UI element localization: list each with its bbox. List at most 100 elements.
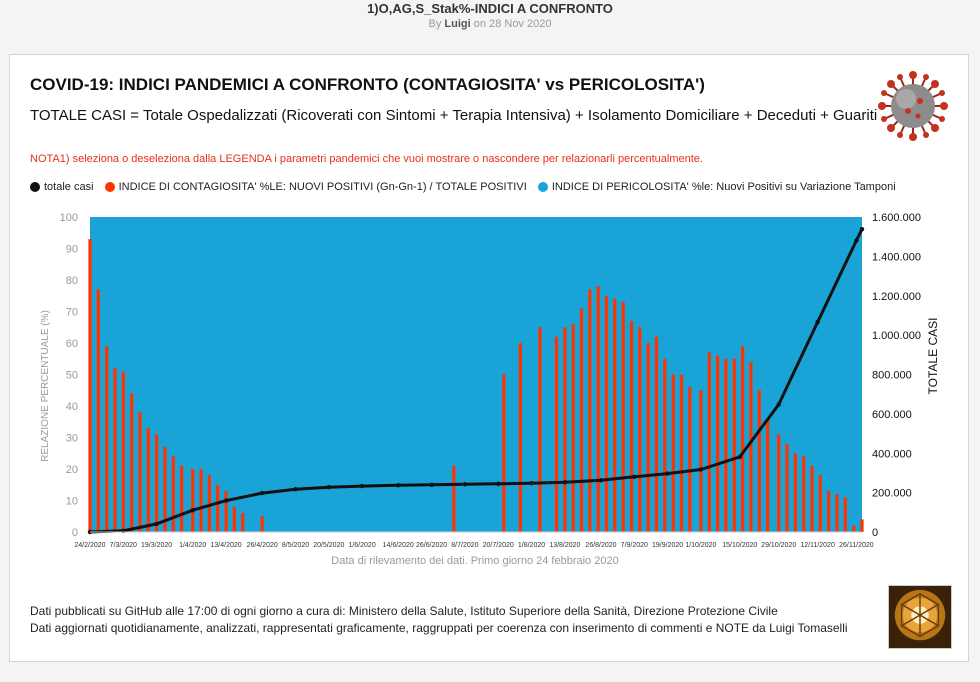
contagiosita-bar[interactable] — [563, 327, 567, 533]
contagiosita-bar[interactable] — [199, 469, 203, 532]
contagiosita-bar[interactable] — [88, 239, 92, 532]
contagiosita-bar[interactable] — [518, 343, 522, 532]
contagiosita-bar[interactable] — [852, 525, 856, 532]
contagiosita-bar[interactable] — [260, 516, 264, 533]
contagiosita-bar[interactable] — [654, 336, 659, 532]
legend-item-pericolosita[interactable]: INDICE DI PERICOLOSITA' %le: Nuovi Posit… — [537, 181, 896, 193]
contagiosita-bar[interactable] — [663, 358, 667, 533]
contagiosita-bar[interactable] — [241, 513, 245, 532]
x-tick-label: 26/8/2020 — [585, 542, 616, 549]
y2-tick-label: 600.000 — [872, 409, 912, 421]
contagiosita-bar[interactable] — [216, 484, 220, 533]
totale-casi-point[interactable] — [326, 485, 331, 490]
contagiosita-bar[interactable] — [155, 434, 159, 532]
y-tick-label: 70 — [66, 307, 78, 319]
totale-casi-point[interactable] — [815, 319, 820, 325]
contagiosita-bar[interactable] — [679, 374, 684, 533]
totale-casi-point[interactable] — [359, 483, 365, 489]
contagiosita-bar[interactable] — [138, 412, 142, 532]
totale-casi-point[interactable] — [462, 482, 468, 487]
contagiosita-bar[interactable] — [596, 286, 600, 532]
x-axis-label: Data di rilevamento dei dati. Primo gior… — [331, 555, 618, 567]
contagiosita-bar[interactable] — [588, 289, 592, 532]
contagiosita-bar[interactable] — [749, 361, 753, 532]
totale-casi-point[interactable] — [859, 227, 865, 232]
contagiosita-bar[interactable] — [163, 446, 167, 532]
contagiosita-bar[interactable] — [707, 352, 711, 533]
contagiosita-bar[interactable] — [180, 465, 184, 532]
totale-casi-point[interactable] — [632, 474, 637, 479]
contagiosita-bar[interactable] — [621, 302, 625, 532]
totale-casi-point[interactable] — [665, 471, 670, 476]
contagiosita-bar[interactable] — [671, 374, 675, 533]
contagiosita-bar[interactable] — [777, 434, 781, 532]
contagiosita-bar[interactable] — [827, 491, 831, 532]
contagiosita-bar[interactable] — [554, 336, 559, 532]
totale-casi-point[interactable] — [529, 481, 534, 486]
contagiosita-bar[interactable] — [716, 355, 720, 532]
contagiosita-bar[interactable] — [732, 358, 736, 533]
chart-note: NOTA1) seleziona o deseleziona dalla LEG… — [30, 153, 703, 165]
contagiosita-bar[interactable] — [638, 327, 642, 533]
contagiosita-bar[interactable] — [146, 428, 150, 532]
totale-casi-point[interactable] — [429, 482, 434, 487]
legend-item-totale[interactable]: totale casi — [30, 181, 94, 193]
contagiosita-bar[interactable] — [224, 491, 228, 532]
contagiosita-bar[interactable] — [538, 327, 542, 533]
contagiosita-bar[interactable] — [741, 346, 745, 532]
contagiosita-bar[interactable] — [121, 371, 125, 532]
y2-tick-label: 1.400.000 — [872, 251, 921, 263]
y-tick-label: 30 — [66, 433, 78, 445]
y2-tick-label: 400.000 — [872, 448, 912, 460]
contagiosita-bar[interactable] — [757, 390, 761, 533]
legend-label-totale: totale casi — [44, 181, 94, 193]
contagiosita-bar[interactable] — [96, 289, 100, 532]
totale-casi-point[interactable] — [698, 467, 704, 472]
totale-casi-point[interactable] — [396, 483, 401, 488]
contagiosita-bar[interactable] — [785, 443, 789, 532]
contagiosita-bar[interactable] — [232, 506, 236, 532]
contagiosita-bar[interactable] — [452, 465, 456, 532]
contagiosita-bar[interactable] — [802, 456, 806, 532]
contagiosita-bar[interactable] — [502, 374, 506, 533]
totale-casi-point[interactable] — [154, 521, 159, 527]
contagiosita-bar[interactable] — [835, 494, 839, 532]
contagiosita-bar[interactable] — [171, 456, 175, 532]
contagiosita-bar[interactable] — [105, 346, 109, 532]
contagiosita-bar[interactable] — [613, 298, 617, 532]
contagiosita-bar[interactable] — [571, 324, 575, 532]
contagiosita-bar[interactable] — [860, 519, 864, 532]
post-date: 28 Nov 2020 — [489, 18, 552, 30]
y2-tick-label: 1.200.000 — [872, 291, 921, 303]
author-link[interactable]: Luigi — [444, 18, 471, 30]
totale-casi-point[interactable] — [776, 402, 781, 407]
totale-casi-point[interactable] — [260, 490, 265, 496]
contagiosita-bar[interactable] — [604, 295, 609, 533]
contagiosita-bar[interactable] — [191, 469, 195, 532]
totale-casi-point[interactable] — [737, 454, 742, 460]
contagiosita-bar[interactable] — [646, 343, 650, 532]
totale-casi-point[interactable] — [854, 238, 859, 243]
contagiosita-bar[interactable] — [207, 475, 211, 532]
legend-item-contagiosita[interactable]: INDICE DI CONTAGIOSITA' %LE: NUOVI POSIT… — [104, 181, 527, 193]
totale-casi-point[interactable] — [223, 498, 229, 503]
contagiosita-bar[interactable] — [810, 465, 814, 532]
contagiosita-bar[interactable] — [843, 497, 847, 532]
contagiosita-bar[interactable] — [579, 308, 584, 532]
x-tick-label: 19/9/2020 — [652, 542, 683, 549]
totale-casi-point[interactable] — [598, 478, 604, 483]
contagiosita-bar[interactable] — [793, 453, 797, 533]
totale-casi-point[interactable] — [562, 480, 568, 485]
contagiosita-bar[interactable] — [724, 358, 728, 533]
totale-casi-point[interactable] — [496, 481, 501, 486]
contagiosita-bar[interactable] — [818, 475, 822, 532]
totale-casi-point[interactable] — [293, 487, 298, 492]
contagiosita-bar[interactable] — [629, 320, 634, 532]
contagiosita-bar[interactable] — [113, 368, 117, 532]
contagiosita-bar[interactable] — [130, 393, 134, 532]
contagiosita-bar[interactable] — [688, 387, 692, 532]
totale-casi-point[interactable] — [190, 508, 195, 513]
contagiosita-bar[interactable] — [766, 418, 770, 532]
chart-legend: totale casi INDICE DI CONTAGIOSITA' %LE:… — [30, 181, 904, 195]
contagiosita-bar[interactable] — [699, 390, 703, 533]
